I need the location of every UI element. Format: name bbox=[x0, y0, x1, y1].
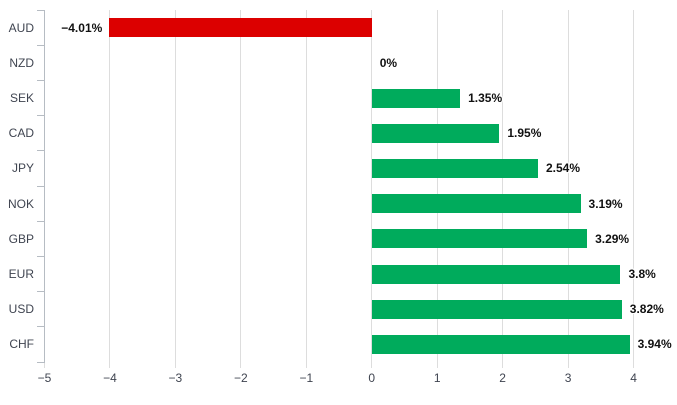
x-axis-tick bbox=[371, 362, 373, 368]
y-axis-tick bbox=[36, 220, 45, 222]
value-label: 3.19% bbox=[588, 196, 623, 211]
y-axis-tick bbox=[36, 79, 45, 81]
x-tick-label: 3 bbox=[564, 371, 572, 385]
value-label: −4.01% bbox=[61, 20, 103, 35]
category-label: AUD bbox=[8, 20, 34, 35]
x-tick-label: 1 bbox=[433, 371, 441, 385]
gridline bbox=[633, 10, 635, 362]
x-tick-label: −3 bbox=[168, 371, 183, 385]
y-axis-tick bbox=[36, 150, 45, 152]
value-label: 1.95% bbox=[507, 126, 542, 141]
bar-positive bbox=[371, 123, 500, 143]
y-axis-line bbox=[44, 10, 45, 362]
y-axis-tick bbox=[36, 326, 45, 328]
gridline bbox=[240, 10, 242, 362]
category-label: NOK bbox=[7, 196, 34, 211]
gridline bbox=[436, 10, 438, 362]
value-label: 3.29% bbox=[595, 231, 630, 246]
x-axis-tick bbox=[305, 362, 307, 368]
x-axis-tick bbox=[502, 362, 504, 368]
category-label: GBP bbox=[8, 231, 34, 246]
value-label: 2.54% bbox=[545, 161, 581, 176]
x-axis-tick bbox=[436, 362, 438, 368]
x-axis-tick bbox=[174, 362, 176, 368]
y-axis-tick bbox=[36, 185, 45, 187]
category-label: USD bbox=[8, 302, 34, 317]
category-label: JPY bbox=[11, 161, 34, 176]
gridline bbox=[567, 10, 569, 362]
category-label: CHF bbox=[9, 337, 34, 352]
bar-positive bbox=[371, 334, 630, 354]
value-label: 3.94% bbox=[637, 337, 672, 352]
y-axis-tick bbox=[36, 9, 45, 11]
category-label: SEK bbox=[9, 91, 34, 105]
x-tick-label: 4 bbox=[630, 371, 637, 385]
x-tick-label: 0 bbox=[368, 371, 376, 385]
y-axis-tick bbox=[36, 115, 45, 117]
category-label: NZD bbox=[9, 55, 34, 70]
value-label: 3.8% bbox=[628, 267, 656, 281]
y-axis-tick bbox=[36, 255, 45, 257]
category-label: CAD bbox=[8, 126, 34, 141]
bar-negative bbox=[109, 18, 372, 38]
bar-positive bbox=[371, 88, 461, 108]
x-tick-label: −1 bbox=[299, 371, 314, 385]
x-tick-label: −5 bbox=[37, 371, 52, 385]
x-tick-label: −4 bbox=[103, 371, 117, 385]
bar-positive bbox=[371, 264, 621, 284]
x-axis-tick bbox=[240, 362, 242, 368]
gridline bbox=[305, 10, 307, 362]
x-axis-tick bbox=[567, 362, 569, 368]
y-axis-tick bbox=[36, 361, 45, 363]
value-label: 3.82% bbox=[629, 302, 664, 317]
value-label: 1.35% bbox=[468, 91, 503, 105]
bar-positive bbox=[371, 299, 622, 319]
x-axis-tick bbox=[109, 362, 111, 368]
bar-positive bbox=[371, 229, 588, 249]
bar-positive bbox=[371, 194, 581, 214]
y-axis-tick bbox=[36, 291, 45, 293]
gridline bbox=[371, 10, 373, 362]
category-label: EUR bbox=[8, 267, 34, 281]
x-axis-tick bbox=[44, 362, 45, 368]
gridline bbox=[109, 10, 111, 362]
x-tick-label: −2 bbox=[234, 371, 248, 385]
gridline bbox=[174, 10, 176, 362]
x-axis-tick bbox=[633, 362, 635, 368]
value-label: 0% bbox=[379, 55, 398, 70]
x-tick-label: 2 bbox=[499, 371, 506, 385]
y-axis-tick bbox=[36, 44, 45, 46]
bar-positive bbox=[371, 158, 538, 178]
gridline bbox=[502, 10, 504, 362]
